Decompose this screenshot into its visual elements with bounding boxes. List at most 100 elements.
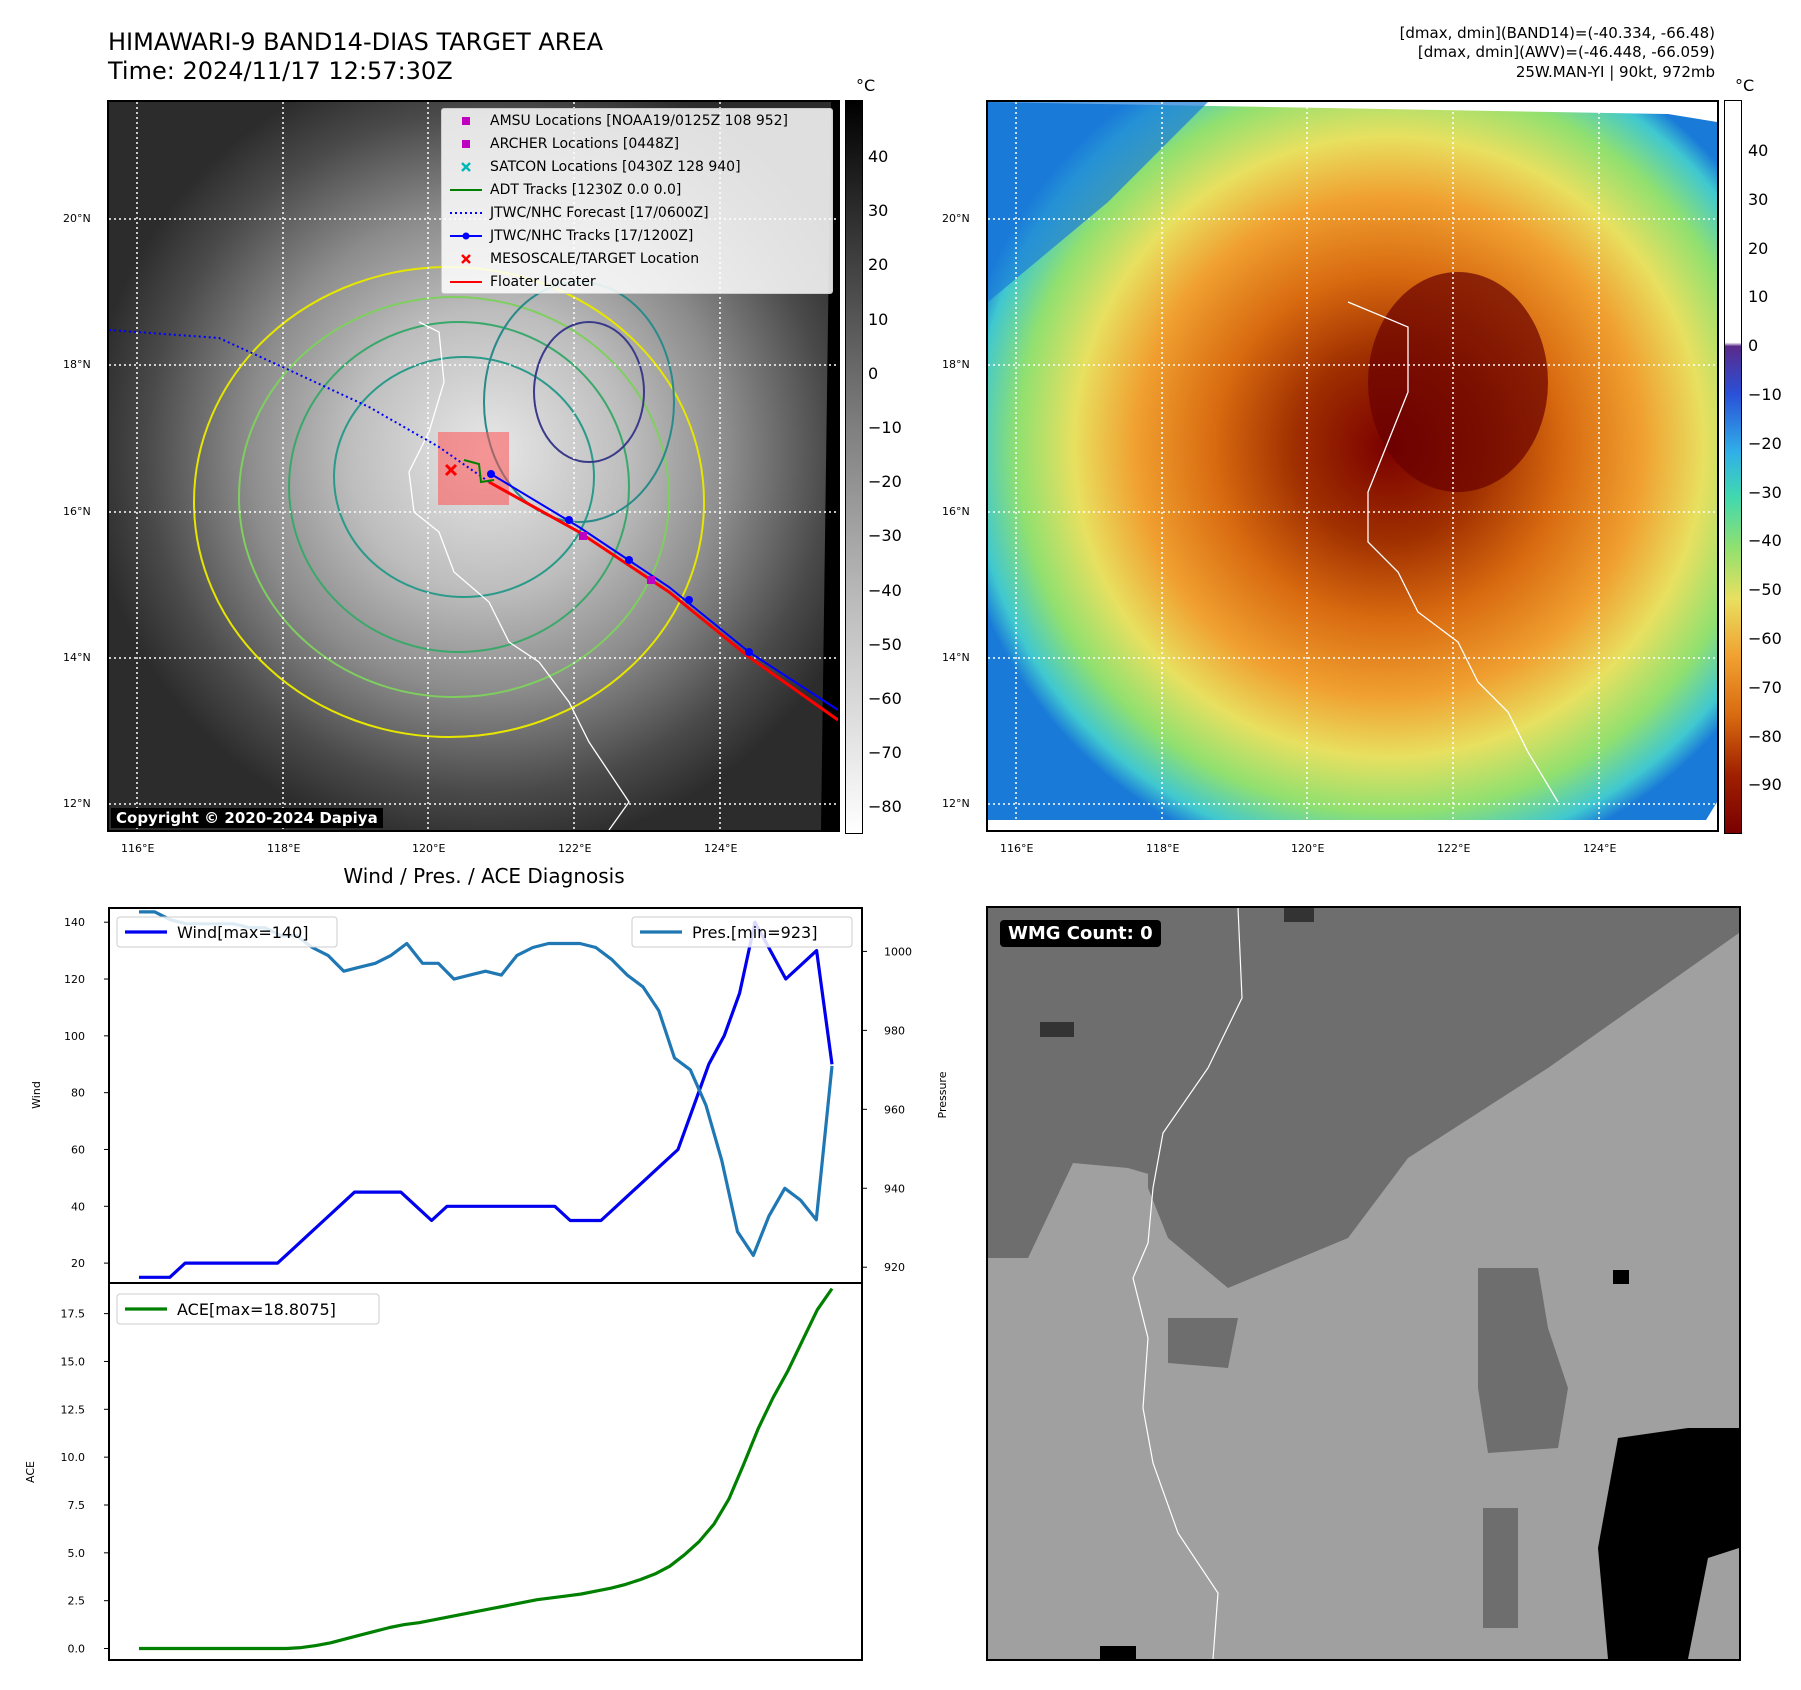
legend-symbol-line-dot bbox=[450, 229, 482, 243]
legend-symbol-dotted bbox=[450, 206, 482, 220]
awv-lon-tick: 120°E bbox=[1291, 842, 1325, 855]
wind-axis-tick-label: 60 bbox=[71, 1143, 85, 1156]
band14-colorbar-tick: −20 bbox=[868, 472, 902, 492]
legend-item: AMSU Locations [NOAA19/0125Z 108 952] bbox=[442, 109, 832, 132]
wind-axis-tick-label: 140 bbox=[64, 916, 85, 929]
pressure-axis-tick-label: 940 bbox=[884, 1182, 905, 1195]
ace-axis-tick-label: 12.5 bbox=[61, 1403, 86, 1416]
pressure-legend-label: Pres.[min=923] bbox=[692, 923, 817, 942]
legend-symbol-line bbox=[450, 275, 482, 289]
wind-axis-label: Wind bbox=[30, 1081, 43, 1109]
wind-legend-box bbox=[116, 916, 338, 948]
awv-lon-tick: 122°E bbox=[1437, 842, 1471, 855]
awv-lat-tick: 18°N bbox=[942, 358, 970, 371]
band14-lon-tick: 122°E bbox=[558, 842, 592, 855]
ace-axis-tick-label: 17.5 bbox=[61, 1308, 86, 1321]
wmg-count-label: WMG Count: 0 bbox=[1000, 920, 1161, 947]
pressure-axis-tick-label: 980 bbox=[884, 1024, 905, 1037]
band14-colorbar-tick: 0 bbox=[868, 363, 879, 383]
awv-colorbar-tick: −30 bbox=[1748, 482, 1782, 502]
ace-legend-label: ACE[max=18.8075] bbox=[177, 1300, 336, 1319]
pressure-axis-tick-label: 960 bbox=[884, 1103, 905, 1116]
awv-colorbar-tick: −10 bbox=[1748, 385, 1782, 404]
ace-axis-tick-label: 10.0 bbox=[61, 1451, 86, 1464]
legend-symbol-square bbox=[450, 137, 482, 151]
awv-colorbar-tick: −60 bbox=[1748, 629, 1782, 648]
awv-map-panel bbox=[986, 100, 1719, 832]
awv-colorbar-tick: −20 bbox=[1748, 433, 1782, 453]
legend-label: JTWC/NHC Tracks [17/1200Z] bbox=[490, 227, 694, 244]
pressure-legend-box bbox=[631, 916, 853, 948]
page-title: HIMAWARI-9 BAND14-DIAS TARGET AREA bbox=[108, 28, 604, 56]
ace-axes-frame bbox=[108, 1282, 863, 1661]
wmg-panel: WMG Count: 0 bbox=[986, 906, 1741, 1661]
band14-map-panel: AMSU Locations [NOAA19/0125Z 108 952] ARC… bbox=[107, 100, 840, 832]
meta-storm-info: 25W.MAN-YI | 90kt, 972mb bbox=[1515, 63, 1715, 81]
awv-lat-tick: 14°N bbox=[942, 651, 970, 664]
band14-colorbar-tick: 30 bbox=[868, 201, 889, 221]
wind-pres-axes-frame bbox=[108, 907, 863, 1284]
legend-label: ADT Tracks [1230Z 0.0 0.0] bbox=[490, 181, 682, 198]
wind-legend-label: Wind[max=140] bbox=[177, 923, 309, 942]
ace-legend-box bbox=[116, 1293, 380, 1325]
band14-colorbar-tick: −40 bbox=[868, 580, 902, 600]
band14-colorbar-unit: °C bbox=[856, 76, 876, 95]
band14-colorbar-tick: −70 bbox=[868, 743, 902, 763]
band14-colorbar bbox=[845, 100, 863, 834]
legend-item: Floater Locater bbox=[442, 270, 832, 293]
awv-colorbar bbox=[1724, 100, 1742, 834]
awv-colorbar-tick: 20 bbox=[1748, 238, 1769, 258]
awv-lat-tick: 16°N bbox=[942, 505, 970, 518]
band14-colorbar-tick: 40 bbox=[868, 147, 889, 166]
band14-colorbar-tick: 10 bbox=[868, 309, 889, 329]
map-legend: AMSU Locations [NOAA19/0125Z 108 952] ARC… bbox=[441, 108, 833, 294]
legend-item: JTWC/NHC Tracks [17/1200Z] bbox=[442, 224, 832, 247]
awv-colorbar-tick: −50 bbox=[1748, 580, 1782, 600]
legend-label: ARCHER Locations [0448Z] bbox=[490, 135, 680, 152]
legend-symbol-square bbox=[450, 114, 482, 128]
band14-colorbar-tick: 20 bbox=[868, 255, 889, 275]
awv-lat-tick: 12°N bbox=[942, 797, 970, 810]
awv-colorbar-tick: 40 bbox=[1748, 141, 1769, 160]
wind-axis-tick-label: 120 bbox=[64, 973, 85, 986]
legend-symbol-line bbox=[450, 183, 482, 197]
meta-band14-range: [dmax, dmin](BAND14)=(-40.334, -66.48) bbox=[1399, 24, 1715, 42]
awv-lon-tick: 118°E bbox=[1146, 842, 1180, 855]
ace-axis-label: ACE bbox=[24, 1461, 37, 1483]
legend-item: SATCON Locations [0430Z 128 940] bbox=[442, 155, 832, 178]
pressure-axis-tick-label: 1000 bbox=[884, 945, 912, 958]
meta-awv-range: [dmax, dmin](AWV)=(-46.448, -66.059) bbox=[1417, 43, 1715, 61]
legend-item: ADT Tracks [1230Z 0.0 0.0] bbox=[442, 178, 832, 201]
band14-colorbar-tick: −80 bbox=[868, 797, 902, 817]
band14-lon-tick: 116°E bbox=[121, 842, 155, 855]
wind-axis-tick-label: 20 bbox=[71, 1257, 85, 1270]
band14-colorbar-tick: −30 bbox=[868, 526, 902, 546]
awv-lon-tick: 124°E bbox=[1583, 842, 1617, 855]
awv-colorbar-tick: 30 bbox=[1748, 189, 1769, 209]
band14-lat-tick: 20°N bbox=[63, 212, 91, 225]
legend-label: Floater Locater bbox=[490, 273, 596, 290]
awv-colorbar-tick: 10 bbox=[1748, 287, 1769, 307]
wind-axis-tick-label: 80 bbox=[71, 1087, 85, 1100]
legend-label: MESOSCALE/TARGET Location bbox=[490, 250, 700, 267]
pressure-axis-label: Pressure bbox=[936, 1071, 949, 1118]
page-subtitle-time: Time: 2024/11/17 12:57:30Z bbox=[108, 57, 453, 85]
legend-item: ARCHER Locations [0448Z] bbox=[442, 132, 832, 155]
legend-item: MESOSCALE/TARGET Location bbox=[442, 247, 832, 270]
ace-axis-tick-label: 7.5 bbox=[68, 1499, 86, 1512]
band14-lat-tick: 16°N bbox=[63, 505, 91, 518]
band14-colorbar-tick: −10 bbox=[868, 418, 902, 437]
wind-axis-tick-label: 40 bbox=[71, 1200, 85, 1213]
legend-item: JTWC/NHC Forecast [17/0600Z] bbox=[442, 201, 832, 224]
pressure-axis-tick-label: 920 bbox=[884, 1261, 905, 1274]
awv-colorbar-tick: −40 bbox=[1748, 531, 1782, 551]
awv-colorbar-tick: −80 bbox=[1748, 726, 1782, 746]
band14-colorbar-tick: −50 bbox=[868, 634, 902, 654]
band14-lon-tick: 124°E bbox=[704, 842, 738, 855]
ace-axis-tick-label: 15.0 bbox=[61, 1355, 86, 1368]
wmg-image bbox=[988, 908, 1739, 1659]
ace-axis-tick-label: 0.0 bbox=[68, 1643, 86, 1656]
awv-colorbar-unit: °C bbox=[1735, 76, 1755, 95]
ace-series-line bbox=[139, 1287, 834, 1651]
legend-symbol-x bbox=[450, 160, 482, 174]
